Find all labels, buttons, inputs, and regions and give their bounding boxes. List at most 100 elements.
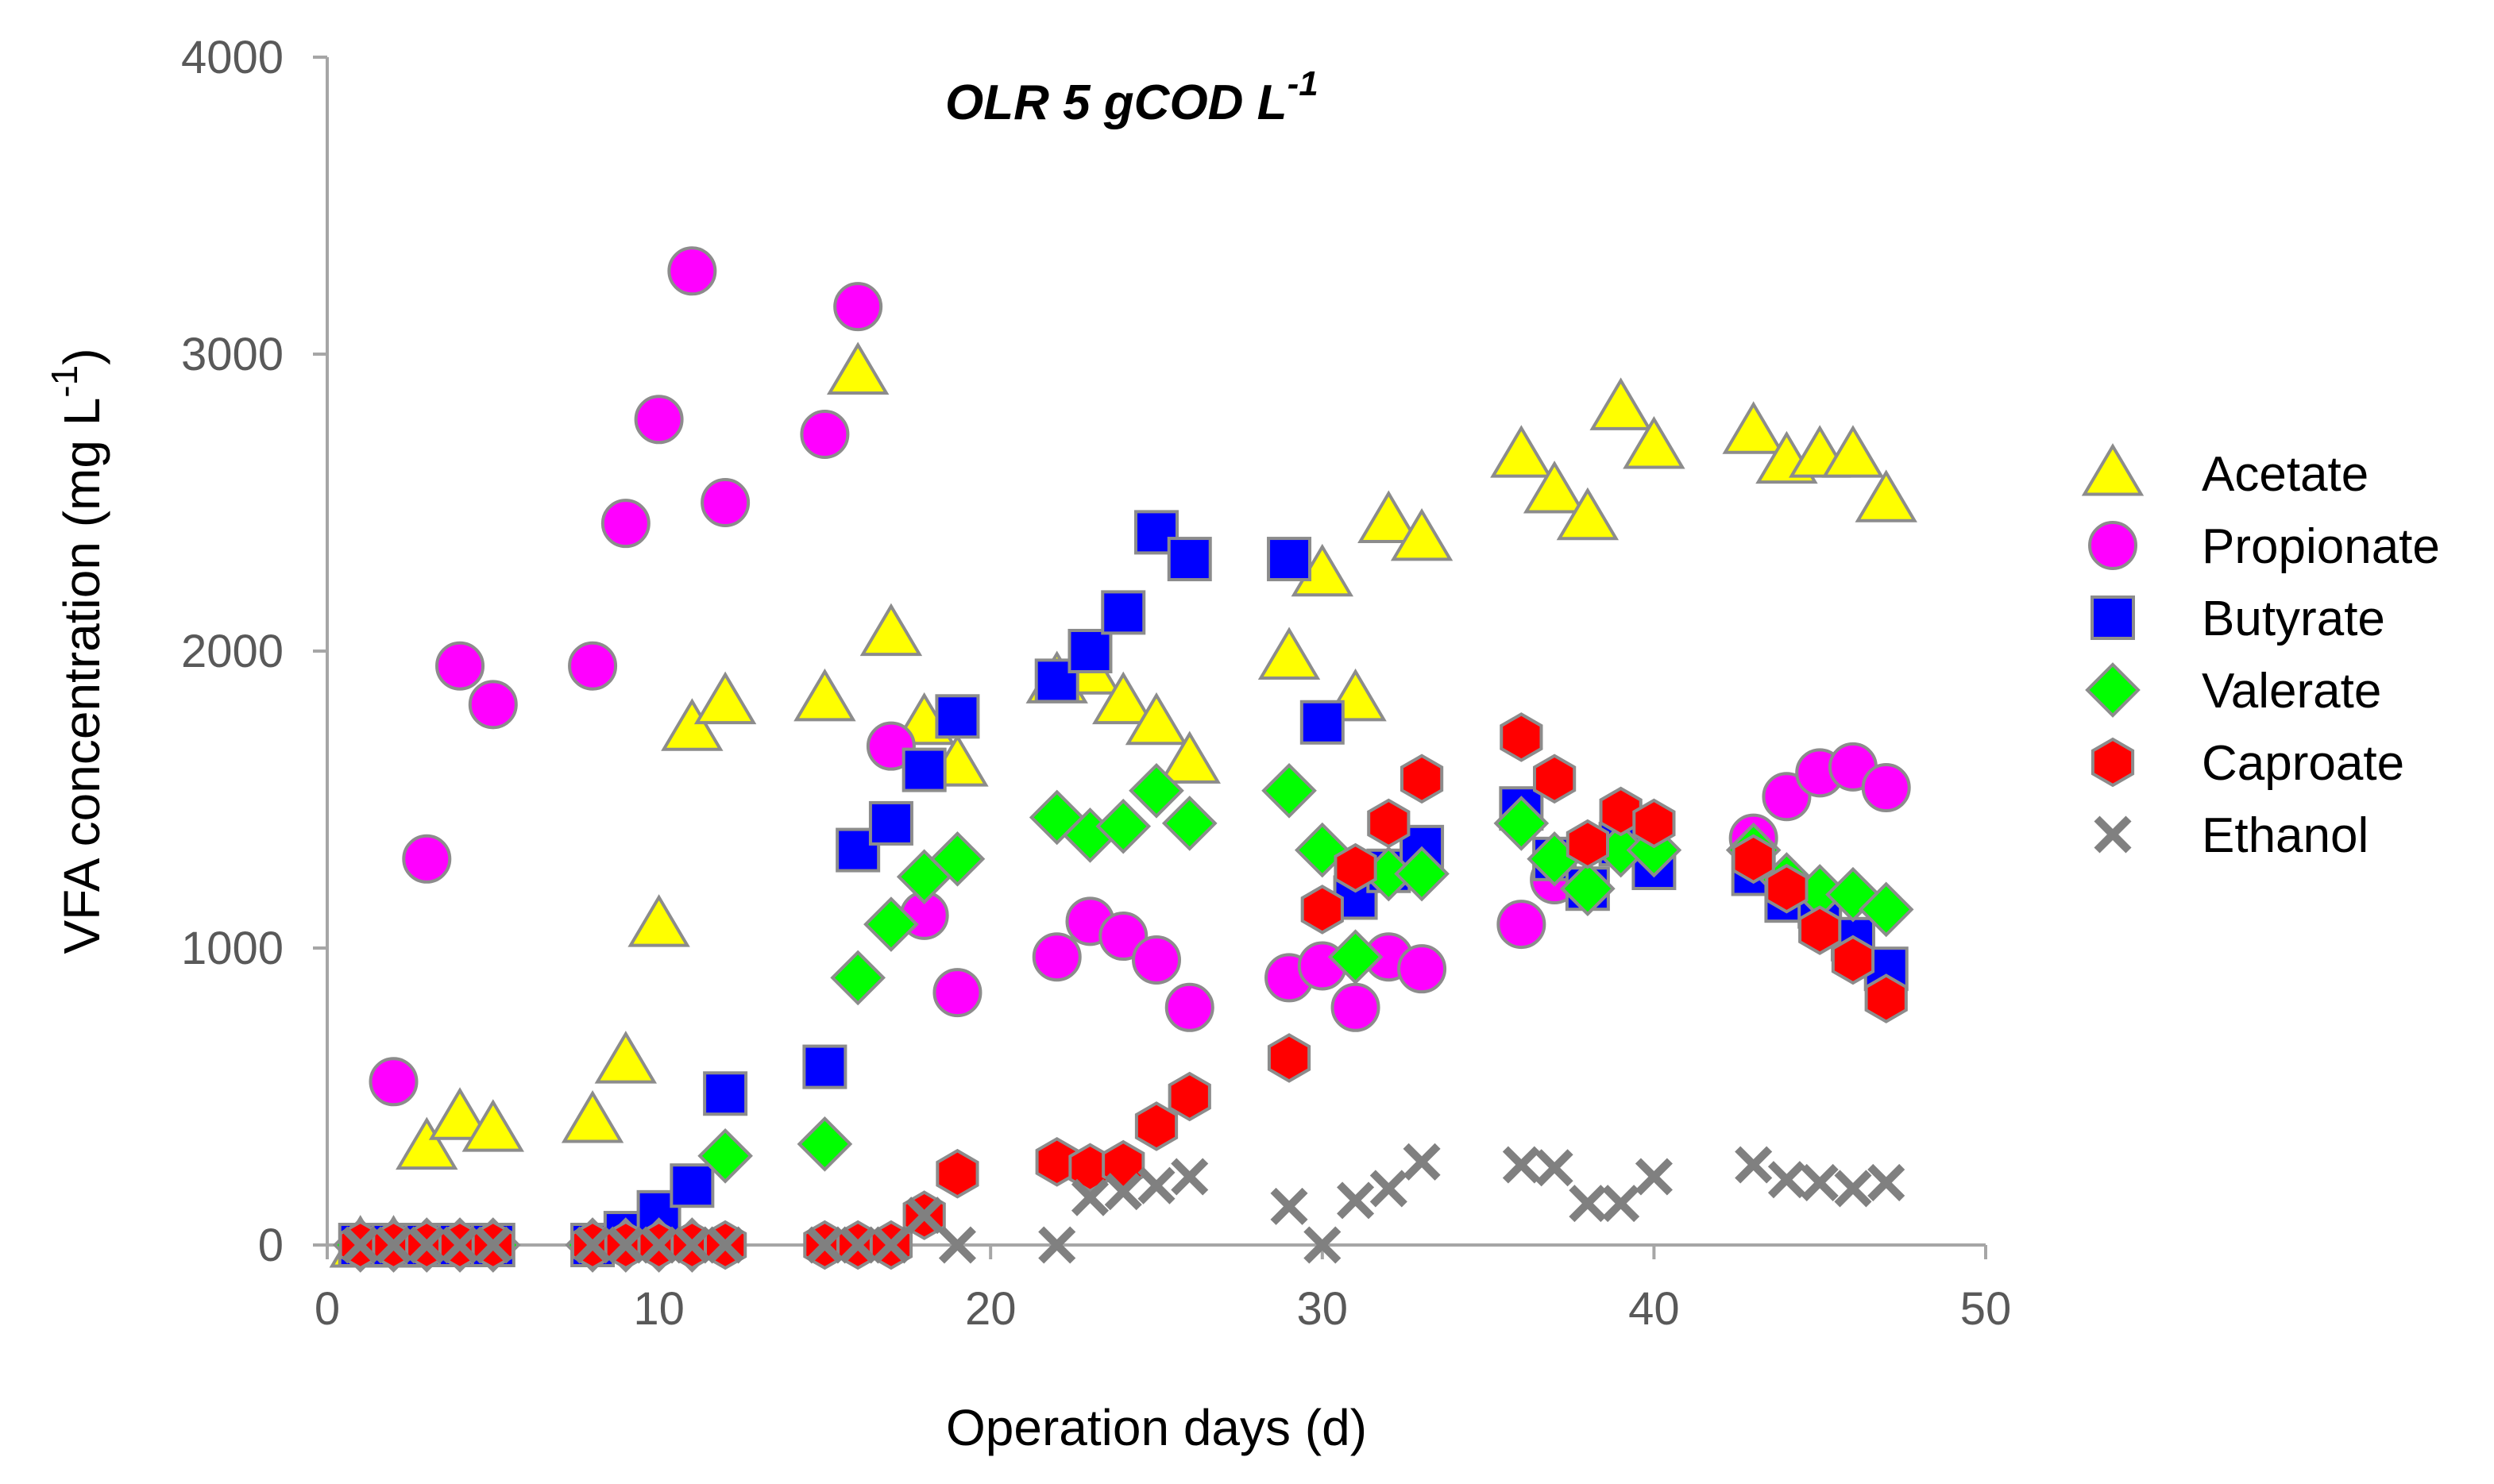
legend-label: Acetate <box>2202 447 2369 502</box>
x-tick-label: 0 <box>315 1283 340 1335</box>
propionate-point <box>1164 982 1214 1032</box>
valerate-point <box>863 896 919 952</box>
acetate-point <box>1722 401 1785 454</box>
legend-item-acetate: Acetate <box>2081 443 2369 502</box>
caproate-point <box>1035 1136 1079 1187</box>
legend-label: Ethanol <box>2202 808 2369 863</box>
ethanol-point <box>1270 1187 1308 1225</box>
butyrate-point <box>703 1071 748 1116</box>
caproate-point <box>1831 935 1875 985</box>
ethanol-point <box>1767 1161 1805 1199</box>
acetate-point <box>1523 461 1586 514</box>
valerate-point <box>1560 861 1616 917</box>
legend-item-propionate: Propionate <box>2088 519 2440 574</box>
ethanol-point <box>1602 1185 1640 1223</box>
ethanol-point <box>1171 1158 1209 1196</box>
valerate-point <box>697 1127 753 1184</box>
ethanol-point <box>607 1226 645 1264</box>
butyrate-legend-marker <box>2091 596 2135 640</box>
valerate-point <box>1129 762 1184 819</box>
series-ethanol <box>342 1143 1905 1264</box>
ethanol-point <box>1867 1163 1905 1201</box>
valerate-legend-marker <box>2085 662 2141 718</box>
butyrate-point <box>670 1163 715 1208</box>
acetate-point <box>661 698 724 751</box>
propionate-point <box>1098 912 1149 962</box>
x-tick-label: 40 <box>1628 1283 1680 1335</box>
y-tick-label: 2000 <box>181 626 284 677</box>
acetate-point <box>1855 469 1917 522</box>
legend-item-valerate: Valerate <box>2085 662 2381 719</box>
caproate-point <box>1632 798 1676 849</box>
data-markers <box>329 246 1917 1273</box>
propionate-point <box>1397 944 1447 994</box>
caproate-point <box>1566 819 1609 869</box>
valerate-point <box>929 831 986 887</box>
ethanol-point <box>938 1226 976 1264</box>
butyrate-point <box>1101 590 1146 635</box>
x-axis-title: Operation days (d) <box>946 1399 1367 1456</box>
ethanol-point <box>1801 1163 1839 1201</box>
propionate-point <box>800 409 850 459</box>
butyrate-point <box>901 747 947 792</box>
ethanol-point <box>573 1226 612 1264</box>
caproate-point <box>1134 1101 1179 1151</box>
propionate-point <box>568 641 618 691</box>
propionate-point <box>667 246 717 296</box>
legend-item-butyrate: Butyrate <box>2091 592 2385 646</box>
caproate-legend-marker <box>2091 737 2135 788</box>
series-propionate <box>369 246 1911 1107</box>
acetate-point <box>1092 671 1155 725</box>
propionate-point <box>701 478 751 527</box>
ethanol-point <box>1104 1173 1142 1211</box>
legend-label: Propionate <box>2202 519 2440 574</box>
valerate-point <box>1493 796 1550 851</box>
ethanol-point <box>1303 1226 1342 1264</box>
ethanol-point <box>872 1226 910 1264</box>
chart-title: OLR 5 gCOD L-1 <box>945 64 1318 130</box>
propionate-point <box>833 282 883 332</box>
acetate-point <box>627 894 690 947</box>
ethanol-point <box>1535 1149 1573 1187</box>
acetate-point <box>1490 425 1553 478</box>
x-tick-label: 20 <box>965 1283 1017 1335</box>
ethanol-point <box>342 1226 380 1264</box>
propionate-point <box>600 499 651 549</box>
propionate-point <box>369 1057 419 1107</box>
ethanol-legend-marker <box>2094 815 2132 854</box>
x-tick-label: 30 <box>1297 1283 1349 1335</box>
caproate-point <box>1765 863 1809 914</box>
valerate-point <box>1858 881 1914 938</box>
x-tick-label: 10 <box>633 1283 685 1335</box>
ethanol-point <box>905 1197 944 1235</box>
ethanol-point <box>1735 1146 1773 1184</box>
propionate-point <box>468 680 518 730</box>
ethanol-point <box>640 1226 678 1264</box>
ethanol-point <box>1635 1158 1673 1196</box>
butyrate-point <box>1299 700 1345 745</box>
valerate-point <box>1095 798 1152 854</box>
ethanol-point <box>1369 1170 1407 1208</box>
valerate-point <box>830 950 886 1006</box>
legend-item-ethanol: Ethanol <box>2094 808 2369 863</box>
acetate-point <box>561 1089 624 1143</box>
acetate-point <box>1257 626 1321 680</box>
propionate-point <box>1330 982 1380 1032</box>
ethanol-point <box>706 1226 744 1264</box>
acetate-point <box>1125 692 1188 746</box>
legend-label: Caproate <box>2202 736 2404 791</box>
legend: Acetate Propionate Butyrate Valerate Caproat… <box>2081 443 2440 863</box>
acetate-point <box>594 1031 658 1084</box>
ethanol-point <box>474 1226 512 1264</box>
caproate-point <box>1300 885 1344 935</box>
acetate-point <box>693 671 757 725</box>
propionate-point <box>1496 900 1546 950</box>
acetate-point <box>793 668 856 722</box>
valerate-point <box>797 1116 853 1172</box>
acetate-point <box>1158 730 1221 784</box>
ethanol-point <box>441 1226 479 1264</box>
acetate-point <box>1821 425 1885 478</box>
propionate-point <box>1032 932 1082 982</box>
acetate-point <box>1589 377 1652 430</box>
valerate-point <box>1261 762 1317 819</box>
